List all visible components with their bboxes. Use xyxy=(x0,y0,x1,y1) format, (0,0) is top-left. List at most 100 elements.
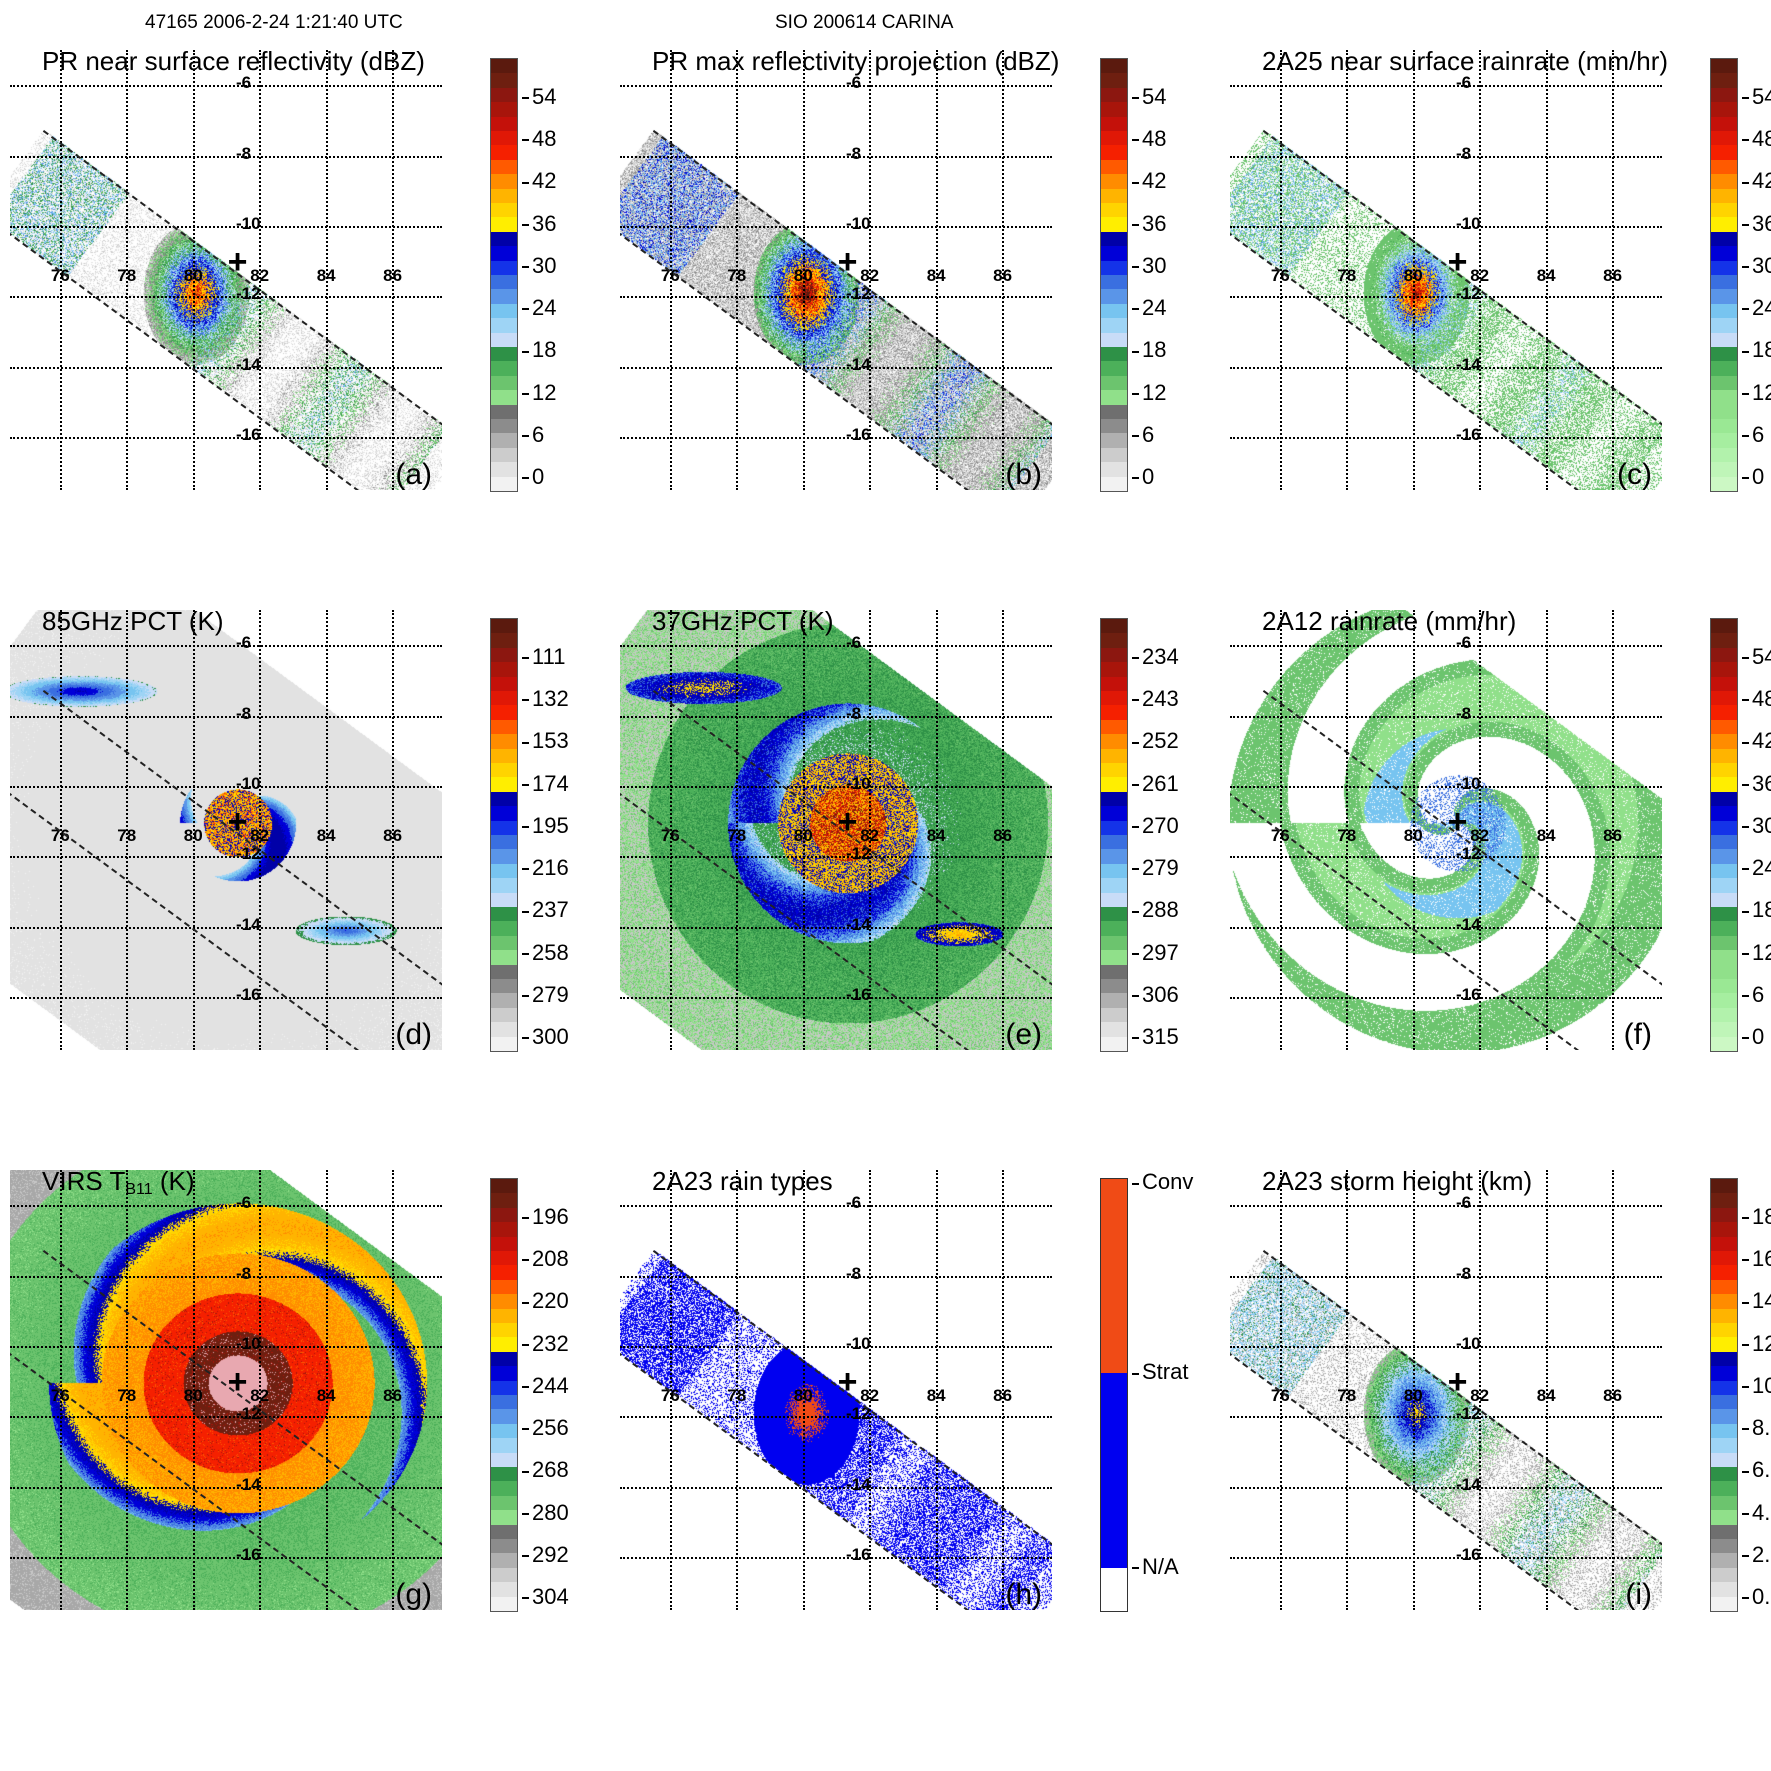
colorbar-a xyxy=(490,58,518,492)
colorbar-segment xyxy=(1711,849,1737,864)
colorbar-segment xyxy=(1711,993,1737,1008)
colorbar-tick-label: 6.0 xyxy=(1742,1457,1771,1483)
map-area-h[interactable]: 76 78 80 82 84 86 -6 -8 -10 -12 -14 -16 + xyxy=(620,1170,1052,1610)
colorbar-tick-label: 42 xyxy=(1742,728,1771,754)
colorbar-segment xyxy=(1711,1193,1737,1208)
colorbar-tick-label: 220 xyxy=(522,1288,569,1314)
map-area-f[interactable]: 76 78 80 82 84 86 -6 -8 -10 -12 -14 -16 + xyxy=(1230,610,1662,1050)
colorbar-segment xyxy=(491,419,517,434)
colorbar-segment xyxy=(1711,950,1737,965)
colorbar-segment xyxy=(491,690,517,706)
colorbar-segment xyxy=(491,1567,517,1583)
colorbar-tick-label: 8.0 xyxy=(1742,1415,1771,1441)
map-area-b[interactable]: 76 78 80 82 84 86 -6 -8 -10 -12 -14 -16 + xyxy=(620,50,1052,490)
map-area-i[interactable]: 76 78 80 82 84 86 -6 -8 -10 -12 -14 -16 + xyxy=(1230,1170,1662,1610)
colorbar-segment xyxy=(491,260,517,275)
colorbar-tick-label: 18 xyxy=(522,337,556,363)
colorbar-segment xyxy=(1711,318,1737,333)
colorbar-f xyxy=(1710,618,1738,1052)
colorbar-tick-label: 153 xyxy=(522,728,569,754)
colorbar-segment xyxy=(1711,375,1737,391)
colorbar-segment xyxy=(491,1510,517,1525)
colorbar-g xyxy=(490,1178,518,1612)
colorbar-segment xyxy=(491,1250,517,1266)
colorbar-segment xyxy=(491,318,517,333)
colorbar-tick-label: 24 xyxy=(522,295,556,321)
colorbar-tick-label: 297 xyxy=(1132,940,1179,966)
colorbar-segment xyxy=(1101,748,1127,763)
colorbar-segment xyxy=(491,346,517,362)
colorbar-segment xyxy=(491,1236,517,1251)
colorbar-segment xyxy=(1711,633,1737,648)
colorbar-segment xyxy=(491,1308,517,1323)
colorbar-tick-label: 280 xyxy=(522,1500,569,1526)
colorbar-h xyxy=(1100,1178,1128,1612)
colorbar-tick-label: 6 xyxy=(1132,422,1154,448)
colorbar-tick-label: 6 xyxy=(1742,422,1764,448)
colorbar-segment xyxy=(1101,145,1127,160)
map-area-c[interactable]: 76 78 80 82 84 86 -6 -8 -10 -12 -14 -16 + xyxy=(1230,50,1662,490)
colorbar-segment xyxy=(1101,202,1127,218)
colorbar-tick-label: 195 xyxy=(522,813,569,839)
colorbar-segment xyxy=(1711,1236,1737,1251)
colorbar-segment xyxy=(1101,964,1127,979)
colorbar-segment xyxy=(1711,246,1737,261)
colorbar-segment xyxy=(1711,662,1737,677)
panel-title-h: 2A23 rain types xyxy=(652,1166,833,1196)
panel-letter-b: (b) xyxy=(1005,458,1042,491)
colorbar-segment xyxy=(1101,174,1127,189)
colorbar-segment xyxy=(491,1279,517,1295)
colorbar-tick-label: 54 xyxy=(522,84,556,110)
colorbar-i xyxy=(1710,1178,1738,1612)
colorbar-tick-label: 18 xyxy=(1132,337,1166,363)
colorbar-tick-label: 18.0 xyxy=(1742,1204,1771,1230)
panel-e: 76 78 80 82 84 86 -6 -8 -10 -12 -14 -16 +37GHz PCT (… xyxy=(620,588,1100,1058)
colorbar-tick-label: 10.0 xyxy=(1742,1373,1771,1399)
colorbar-tick-label: 270 xyxy=(1132,813,1179,839)
colorbar-segment xyxy=(491,1524,517,1539)
colorbar-segment xyxy=(1101,777,1127,792)
colorbar-segment xyxy=(1711,892,1737,907)
colorbar-tick-label: 6 xyxy=(522,422,544,448)
colorbar-tick-label: 54 xyxy=(1742,84,1771,110)
colorbar-segment xyxy=(1711,1553,1737,1568)
map-area-d[interactable]: 76 78 80 82 84 86 -6 -8 -10 -12 -14 -16 + xyxy=(10,610,442,1050)
panel-title-subscript: B11 xyxy=(125,1181,153,1198)
colorbar-segment xyxy=(1101,835,1127,850)
map-area-e[interactable]: 76 78 80 82 84 86 -6 -8 -10 -12 -14 -16 + xyxy=(620,610,1052,1050)
colorbar-tick-label: 24 xyxy=(1742,855,1771,881)
colorbar-segment xyxy=(1711,921,1737,936)
colorbar-segment xyxy=(491,73,517,88)
colorbar-segment xyxy=(1711,1423,1737,1439)
colorbar-segment xyxy=(491,762,517,778)
colorbar-segment xyxy=(1101,1007,1127,1023)
colorbar-segment xyxy=(1101,647,1127,663)
colorbar-segment xyxy=(1101,762,1127,778)
colorbar-segment xyxy=(1101,690,1127,706)
panel-letter-e: (e) xyxy=(1005,1018,1042,1051)
panel-c: 76 78 80 82 84 86 -6 -8 -10 -12 -14 -16 +2A25 near s… xyxy=(1230,28,1710,498)
colorbar-segment xyxy=(1101,921,1127,936)
colorbar-segment xyxy=(1711,433,1737,448)
colorbar-segment xyxy=(491,1395,517,1410)
colorbar-segment xyxy=(1711,332,1737,347)
colorbar-segment xyxy=(1101,1036,1127,1051)
colorbar-segment xyxy=(1711,202,1737,218)
map-area-g[interactable]: 76 78 80 82 84 86 -6 -8 -10 -12 -14 -16 + xyxy=(10,1170,442,1610)
colorbar-tick-label: 48 xyxy=(1742,686,1771,712)
colorbar-segment xyxy=(1101,390,1127,405)
colorbar-tick-label: 216 xyxy=(522,855,569,881)
colorbar-segment xyxy=(1711,820,1737,835)
colorbar-segment xyxy=(1101,950,1127,965)
panel-a: 76 78 80 82 84 86 -6 -8 -10 -12 -14 -16 + PR near sur… xyxy=(10,28,490,498)
colorbar-tick-label: 244 xyxy=(522,1373,569,1399)
colorbar-segment xyxy=(491,1539,517,1554)
colorbar-segment xyxy=(1101,820,1127,835)
panel-b: 76 78 80 82 84 86 -6 -8 -10 -12 -14 -16 + PR max refl… xyxy=(620,28,1100,498)
colorbar-e xyxy=(1100,618,1128,1052)
colorbar-segment xyxy=(1101,1179,1127,1374)
colorbar-segment xyxy=(1101,906,1127,922)
map-area-a[interactable]: 76 78 80 82 84 86 -6 -8 -10 -12 -14 -16 + xyxy=(10,50,442,490)
data-field-h xyxy=(620,1170,1052,1610)
